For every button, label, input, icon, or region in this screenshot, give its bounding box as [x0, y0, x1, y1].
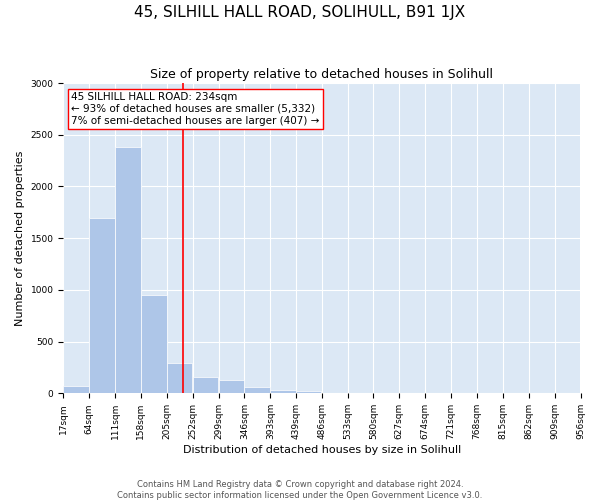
Y-axis label: Number of detached properties: Number of detached properties: [15, 150, 25, 326]
Bar: [115, 147, 140, 394]
Title: Size of property relative to detached houses in Solihull: Size of property relative to detached ho…: [151, 68, 493, 80]
X-axis label: Distribution of detached houses by size in Solihull: Distribution of detached houses by size …: [183, 445, 461, 455]
Bar: [296, 391, 322, 394]
Bar: [167, 364, 193, 394]
Bar: [271, 390, 296, 394]
Bar: [244, 387, 270, 394]
Bar: [141, 295, 167, 394]
Bar: [218, 380, 244, 394]
Text: 45, SILHILL HALL ROAD, SOLIHULL, B91 1JX: 45, SILHILL HALL ROAD, SOLIHULL, B91 1JX: [134, 5, 466, 20]
Bar: [193, 377, 218, 394]
Text: 45 SILHILL HALL ROAD: 234sqm
← 93% of detached houses are smaller (5,332)
7% of : 45 SILHILL HALL ROAD: 234sqm ← 93% of de…: [71, 92, 319, 126]
Bar: [63, 386, 89, 394]
Text: Contains HM Land Registry data © Crown copyright and database right 2024.
Contai: Contains HM Land Registry data © Crown c…: [118, 480, 482, 500]
Bar: [89, 218, 115, 394]
